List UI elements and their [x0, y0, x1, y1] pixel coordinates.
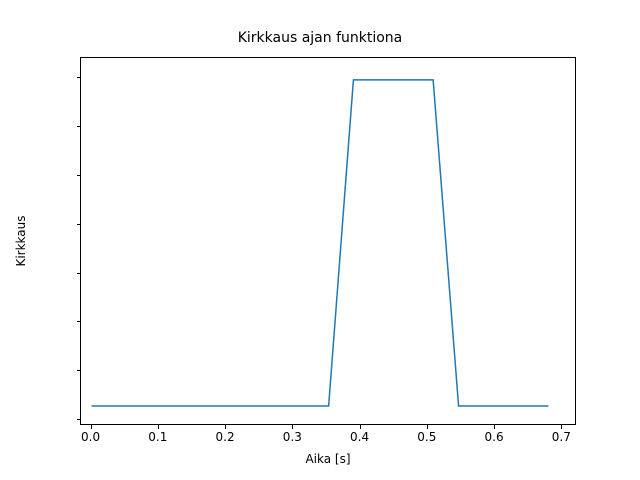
y-axis-label: Kirkkaus: [14, 215, 28, 267]
x-tick-label: 0.1: [148, 430, 168, 444]
x-tick-label: 0.0: [81, 430, 101, 444]
x-tick-label: 0.4: [350, 430, 370, 444]
x-axis-label: Aika [s]: [305, 452, 351, 466]
x-tick-mark: [90, 425, 92, 429]
y-tick-mark: [76, 419, 80, 421]
x-tick-mark: [426, 425, 428, 429]
x-tick-label: 0.5: [417, 430, 437, 444]
x-tick-mark: [494, 425, 496, 429]
y-tick-mark: [76, 223, 80, 225]
chart-title: Kirkkaus ajan funktiona: [237, 30, 403, 46]
x-tick-mark: [225, 425, 227, 429]
x-tick-label: 0.6: [484, 430, 504, 444]
x-tick-label: 0.3: [282, 430, 302, 444]
y-tick-mark: [76, 77, 80, 79]
x-tick-mark: [561, 425, 563, 429]
x-tick-mark: [359, 425, 361, 429]
y-tick-mark: [76, 370, 80, 372]
y-tick-mark: [76, 174, 80, 176]
brightness-line-series: [91, 79, 549, 407]
plot-area: [80, 57, 576, 425]
x-tick-mark: [157, 425, 159, 429]
x-tick-label: 0.2: [215, 430, 235, 444]
y-tick-mark: [76, 321, 80, 323]
x-tick-mark: [292, 425, 294, 429]
data-line-svg: [91, 79, 549, 407]
x-tick-label: 0.7: [551, 430, 571, 444]
y-tick-mark: [76, 272, 80, 274]
y-tick-mark: [76, 125, 80, 127]
